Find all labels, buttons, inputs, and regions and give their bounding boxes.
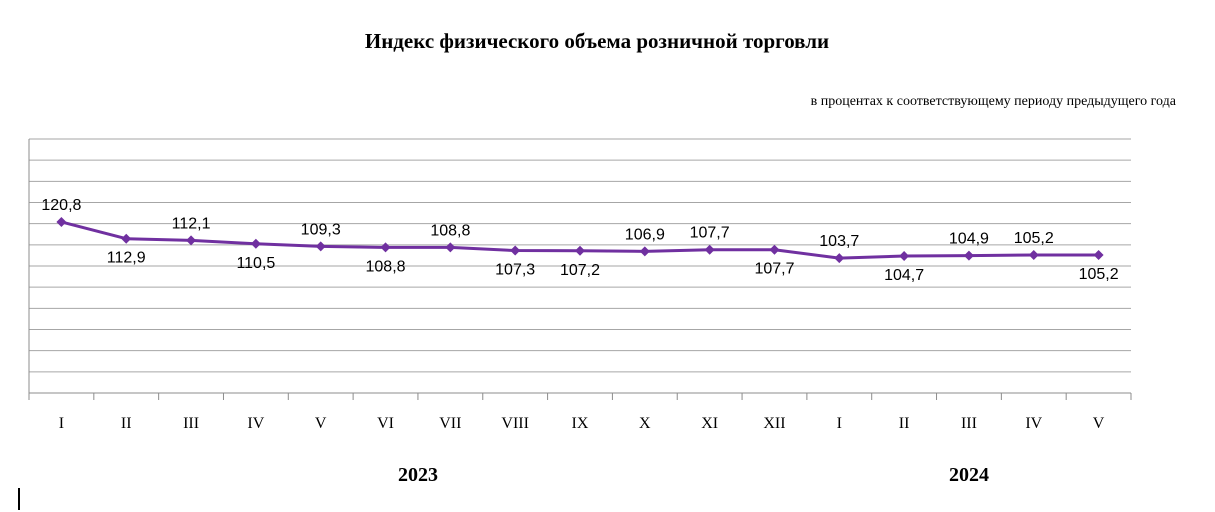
- data-point: [121, 233, 132, 244]
- data-label: 104,9: [949, 231, 989, 248]
- x-tick-label: II: [899, 415, 910, 432]
- data-point: [56, 216, 67, 227]
- x-tick-label: VI: [377, 415, 394, 432]
- x-tick-label: VII: [439, 415, 461, 432]
- x-axis: I II III IV V VI VII VIII IX X XI XII I II III IV V: [28, 139, 1132, 432]
- data-point: [445, 242, 456, 253]
- data-point: [380, 242, 391, 253]
- gridlines: [29, 138, 1131, 373]
- data-point: [834, 253, 845, 264]
- data-point: [315, 241, 326, 252]
- year-label: 2024: [949, 464, 989, 486]
- x-tick-label: X: [639, 415, 651, 432]
- data-labels: 120,8 112,9 112,1 110,5 109,3 108,8 108,8 107,3…: [41, 197, 1118, 284]
- data-label: 107,3: [495, 262, 535, 279]
- data-label: 108,8: [366, 258, 406, 275]
- data-label: 109,3: [301, 221, 341, 238]
- data-point: [186, 235, 197, 246]
- series: [56, 216, 1104, 264]
- chart-subtitle: в процентах к соответствующему периоду п…: [811, 94, 1177, 109]
- x-tick-label: II: [121, 415, 132, 432]
- data-label: 120,8: [41, 197, 81, 214]
- data-point: [1028, 249, 1039, 260]
- text-cursor: [18, 488, 20, 510]
- data-label: 107,7: [690, 225, 730, 242]
- data-label: 112,1: [172, 215, 211, 232]
- data-point: [963, 250, 974, 261]
- data-label: 107,7: [754, 261, 794, 278]
- data-label: 105,2: [1079, 266, 1119, 283]
- x-tick-label: IX: [572, 415, 589, 432]
- x-tick-label: V: [315, 415, 327, 432]
- data-label: 110,5: [236, 255, 275, 272]
- x-tick-label: IV: [247, 415, 264, 432]
- x-tick-label: XI: [701, 415, 718, 432]
- x-tick-label: I: [837, 415, 842, 432]
- x-tick-label: IV: [1025, 415, 1042, 432]
- data-label: 112,9: [107, 250, 146, 267]
- data-point: [639, 246, 650, 257]
- data-point: [250, 238, 261, 249]
- data-point: [510, 245, 521, 256]
- year-labels: 2023 2024: [398, 464, 989, 486]
- x-tick-label: III: [961, 415, 977, 432]
- data-label: 106,9: [625, 226, 665, 243]
- data-label: 105,2: [1014, 230, 1054, 247]
- x-tick-label: V: [1093, 415, 1105, 432]
- data-point: [575, 245, 585, 256]
- data-label: 104,7: [884, 267, 924, 284]
- data-label: 103,7: [819, 233, 859, 250]
- x-tick-label: VIII: [501, 415, 529, 432]
- data-label: 107,2: [560, 262, 600, 279]
- data-point: [1093, 249, 1104, 260]
- data-point: [899, 251, 910, 262]
- year-label: 2023: [398, 464, 438, 486]
- data-point: [769, 244, 780, 255]
- data-point: [704, 244, 715, 255]
- x-tick-label: XII: [763, 415, 785, 432]
- x-tick-label: I: [59, 415, 64, 432]
- data-label: 108,8: [430, 222, 470, 239]
- chart-title: Индекс физического объема розничной торг…: [365, 29, 829, 53]
- x-tick-label: III: [183, 415, 199, 432]
